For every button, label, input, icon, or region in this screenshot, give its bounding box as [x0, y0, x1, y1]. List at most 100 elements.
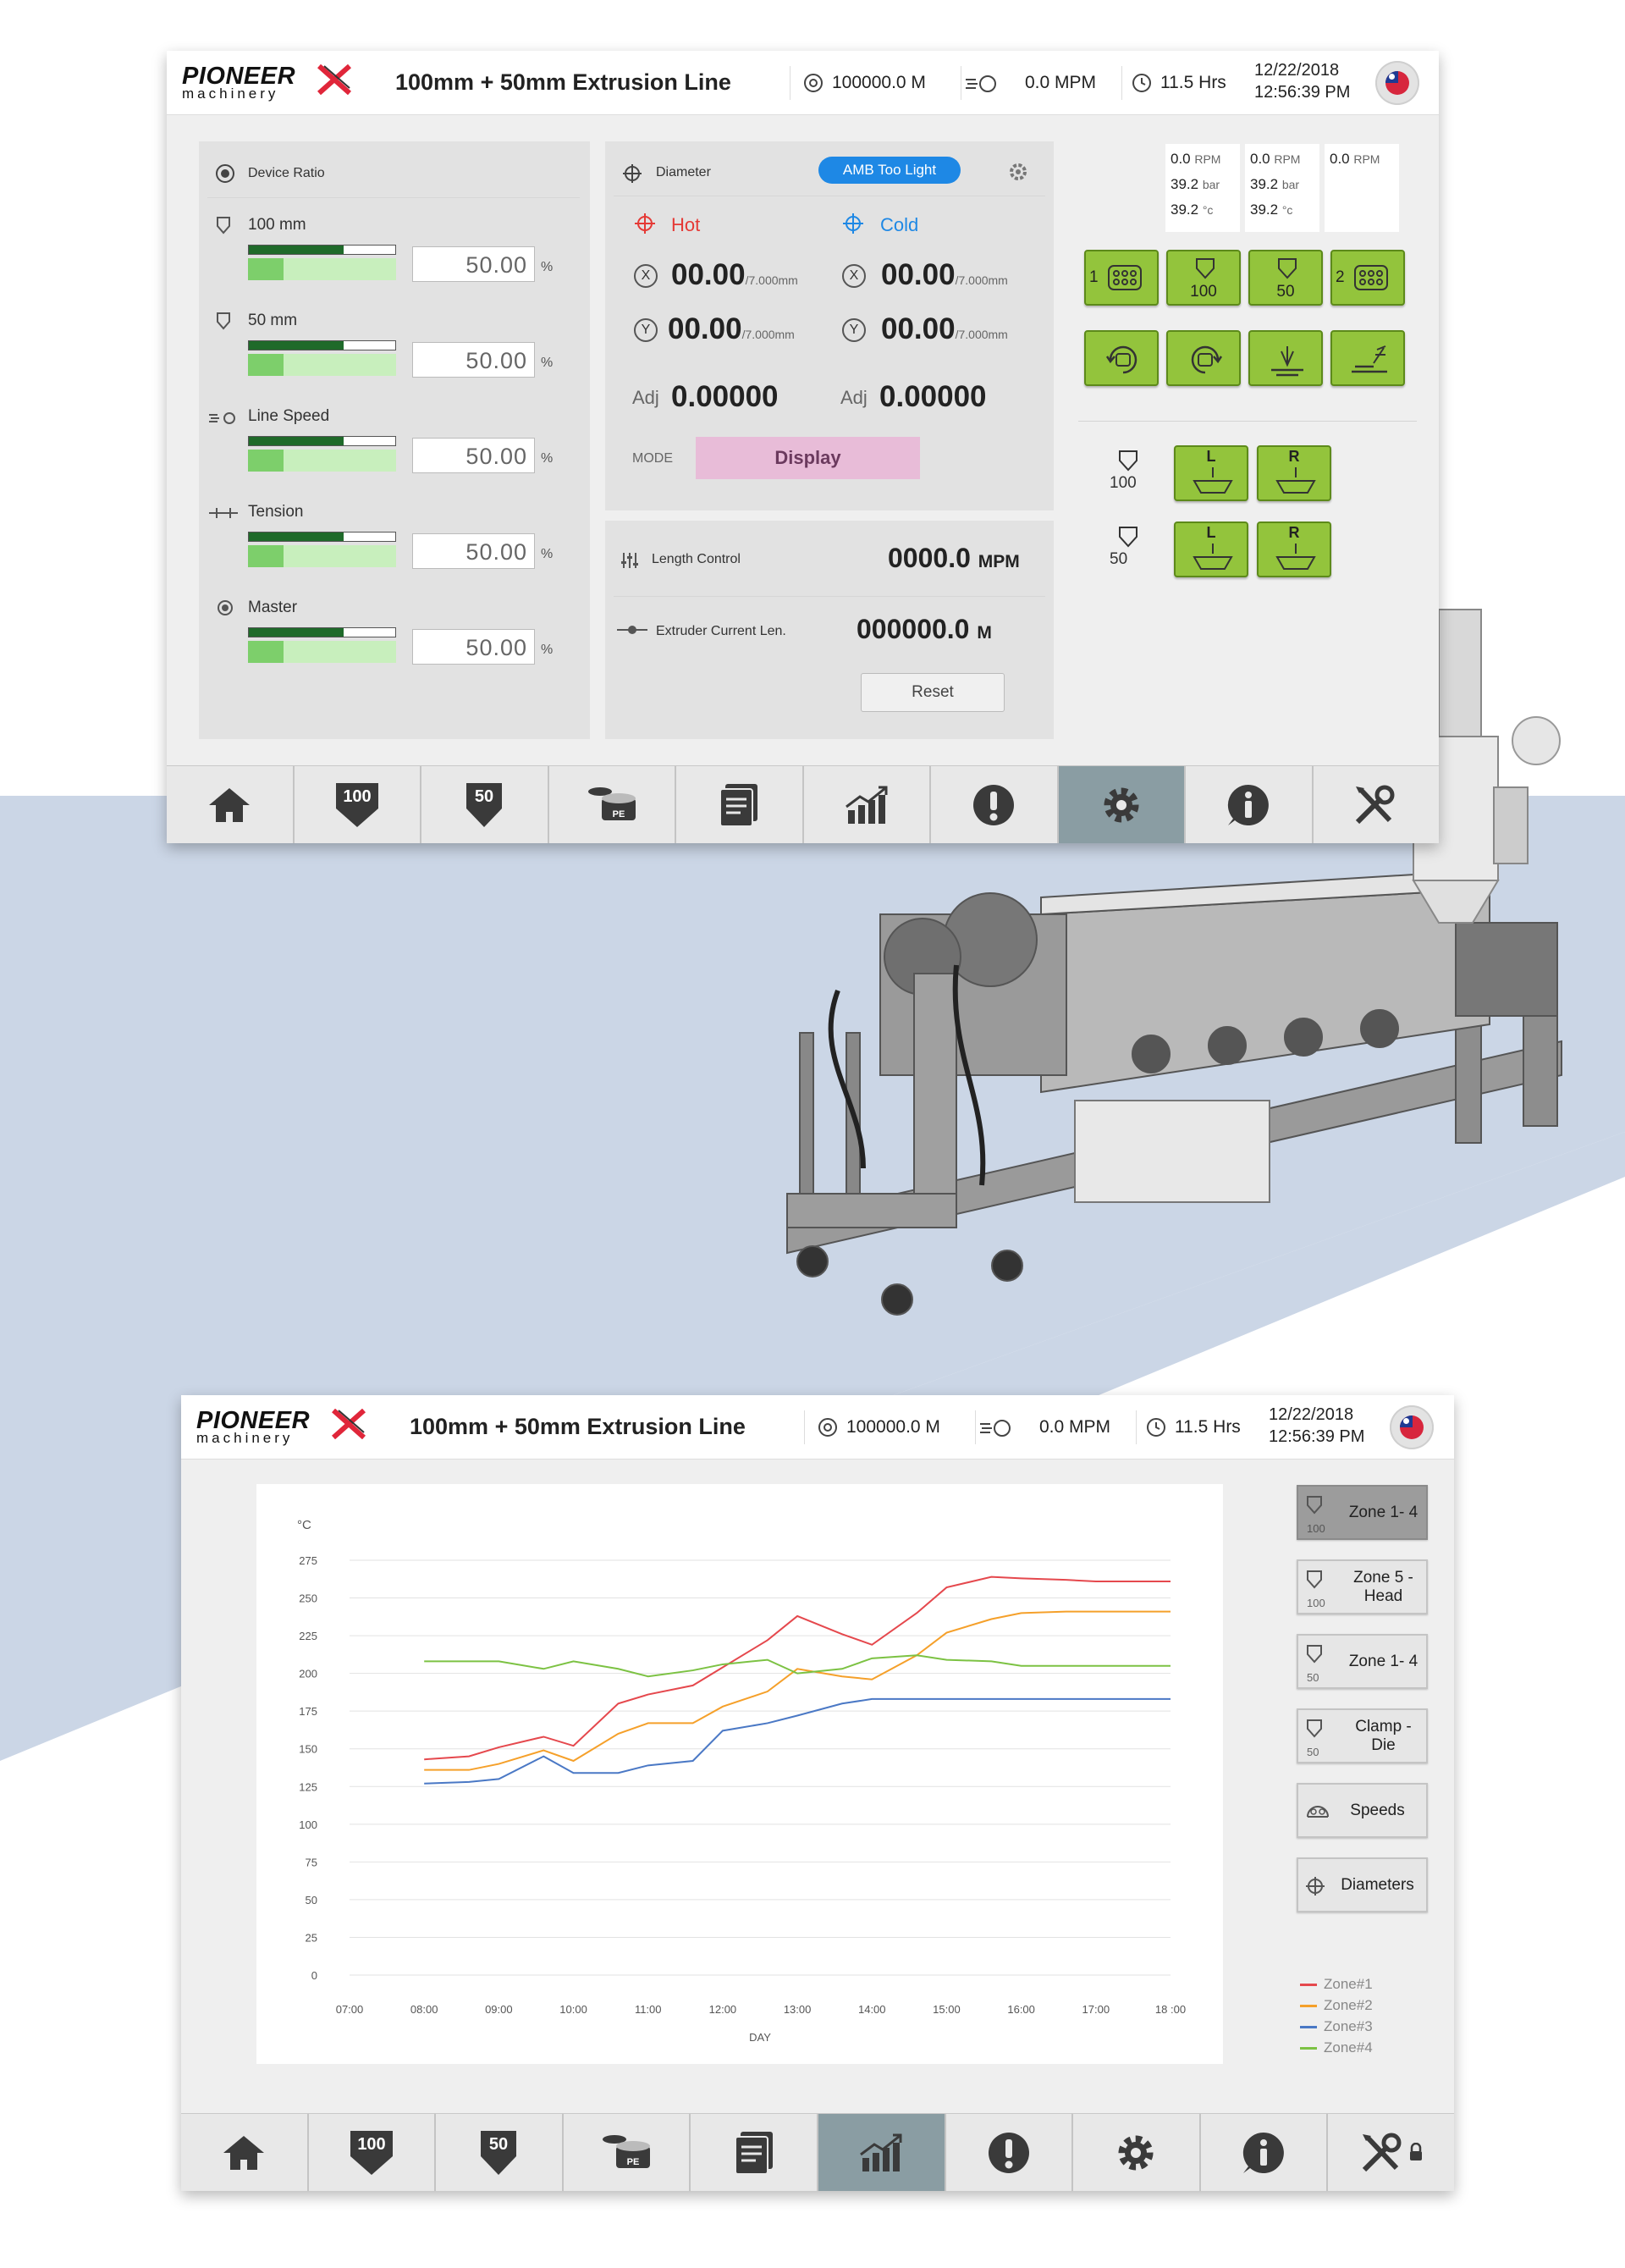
rpm-readout: 0.0 RPM: [1330, 151, 1380, 167]
nav-alarms[interactable]: [931, 766, 1059, 843]
bottom-nav: 100 50 PE: [181, 2113, 1454, 2191]
nav-settings[interactable]: [1058, 766, 1186, 843]
nav-tools[interactable]: [1314, 766, 1440, 843]
ratio-line-speed-input[interactable]: 50.00: [412, 438, 535, 473]
hopper-icon: [1116, 449, 1140, 477]
home-icon: [206, 785, 253, 825]
control-button-1[interactable]: 1: [1084, 250, 1159, 306]
ratio-line-speed-unit: %: [541, 451, 554, 466]
hot-y-tolerance: /7.000mm: [741, 328, 795, 341]
header-divider: [804, 1410, 805, 1444]
function-button-2[interactable]: [1166, 330, 1241, 386]
control-button-2[interactable]: 100: [1166, 250, 1241, 306]
control-panel-screen: PIONEER machinery 100mm + 50mm Extrusion…: [167, 51, 1439, 843]
function-button-3[interactable]: [1248, 330, 1323, 386]
extruder-icon: [216, 312, 231, 334]
svg-text:50: 50: [475, 787, 493, 806]
clamp-die-50-button[interactable]: Clamp - Die 50: [1297, 1708, 1428, 1763]
haul-label: R: [1288, 448, 1300, 465]
series-line-zone-4: [424, 1654, 1171, 1678]
cold-adj-value[interactable]: 0.00000: [879, 380, 987, 413]
nav-pe[interactable]: PE: [549, 766, 676, 843]
chart-svg: °C 0 25 50 75 100 125 150 175 200 225 250 275 07:00 08…: [297, 1518, 1186, 2044]
nav-reports[interactable]: [676, 766, 804, 843]
diameters-button[interactable]: Diameters: [1297, 1857, 1428, 1912]
rpm-readout: 0.0 RPM: [1171, 151, 1221, 167]
ratio-100mm-bar: [248, 245, 396, 280]
nav-reports[interactable]: [691, 2114, 818, 2191]
nav-settings[interactable]: [1073, 2114, 1201, 2191]
zone-1-4-50-button[interactable]: Zone 1- 4 50: [1297, 1634, 1428, 1689]
haul-off-icon: [1270, 538, 1321, 577]
x-tick-label: 12:00: [709, 2003, 737, 2016]
nav-home[interactable]: [181, 2114, 309, 2191]
nav-info[interactable]: [1186, 766, 1314, 843]
nav-extruder-50[interactable]: 50: [436, 2114, 564, 2191]
zone-button-sub: 50: [1307, 1746, 1319, 1758]
language-flag-button[interactable]: [1375, 61, 1419, 105]
speeds-button[interactable]: Speeds: [1297, 1783, 1428, 1838]
control-button-3[interactable]: 50: [1248, 250, 1323, 306]
line-speed-stat: 0.0 MPM: [964, 73, 1096, 93]
mode-label: MODE: [632, 451, 673, 466]
mode-display-button[interactable]: Display: [696, 437, 920, 479]
nav-alarms[interactable]: [946, 2114, 1074, 2191]
divider: [614, 596, 1045, 597]
rpm-readout: 0.0 RPM: [1250, 151, 1301, 167]
settings-icon: [1114, 2131, 1158, 2175]
y-tick-label: 100: [299, 1818, 317, 1831]
nav-extruder-50[interactable]: 50: [421, 766, 549, 843]
legend-item: Zone#2: [1300, 1997, 1373, 2014]
hot-adj-value[interactable]: 0.00000: [671, 380, 779, 413]
ratio-line-speed-label: Line Speed: [248, 407, 330, 425]
nav-trends[interactable]: [818, 2114, 946, 2191]
x-axis-icon: X: [634, 264, 658, 288]
indicator-2: 0.0 RPM 39.2 bar 39.2 °c: [1245, 144, 1319, 232]
nav-home[interactable]: [167, 766, 295, 843]
language-flag-button[interactable]: [1390, 1405, 1434, 1449]
ratio-50mm-input[interactable]: 50.00: [412, 342, 535, 378]
nav-info[interactable]: [1201, 2114, 1329, 2191]
total-length-value: 100000.0 M: [832, 73, 926, 92]
hopper-icon: [1116, 525, 1140, 553]
haul-50-right-button[interactable]: R: [1257, 521, 1331, 577]
ratio-master-input[interactable]: 50.00: [412, 629, 535, 665]
indicator-3: 0.0 RPM: [1325, 144, 1399, 232]
length-control-value[interactable]: 0000.0: [888, 543, 971, 573]
nav-trends[interactable]: [804, 766, 931, 843]
device-ratio-title: Device Ratio: [248, 166, 325, 180]
haul-100-left-button[interactable]: L: [1174, 445, 1248, 501]
zone-5-head-100-button[interactable]: Zone 5 - Head 100: [1297, 1559, 1428, 1614]
gear-icon[interactable]: [1006, 160, 1030, 184]
divider: [207, 197, 580, 198]
y-tick-label: 275: [299, 1554, 317, 1567]
nav-tools[interactable]: [1328, 2114, 1454, 2191]
hot-y-value: 00.00: [668, 312, 742, 345]
ratio-tension-label: Tension: [248, 503, 304, 521]
legend-label: Zone#1: [1324, 1976, 1373, 1992]
hot-x-value: 00.00: [671, 258, 746, 291]
extruder-length-icon: [617, 626, 647, 634]
temperature-readout: 39.2 °c: [1250, 201, 1293, 218]
function-button-1[interactable]: [1084, 330, 1159, 386]
zone-1-4-100-button[interactable]: Zone 1- 4 100: [1297, 1485, 1428, 1540]
reset-button[interactable]: Reset: [861, 673, 1005, 712]
nav-extruder-100[interactable]: 100: [295, 766, 421, 843]
haul-label: L: [1206, 524, 1216, 541]
function-button-4[interactable]: [1330, 330, 1405, 386]
control-button-4[interactable]: 2: [1330, 250, 1405, 306]
haul-100-right-button[interactable]: R: [1257, 445, 1331, 501]
ratio-tension-input[interactable]: 50.00: [412, 533, 535, 569]
ratio-100mm-input[interactable]: 50.00: [412, 246, 535, 282]
legend-label: Zone#2: [1324, 1997, 1373, 2013]
haul-50-left-button[interactable]: L: [1174, 521, 1248, 577]
legend-item: Zone#4: [1300, 2039, 1373, 2056]
series-line-zone-1: [424, 1575, 1171, 1761]
ratio-50mm-bar: [248, 340, 396, 376]
tension-icon: [209, 506, 238, 524]
screw-number: 2: [1336, 268, 1345, 286]
nav-extruder-100[interactable]: 100: [309, 2114, 437, 2191]
length-control-panel: Length Control 0000.0 MPM Extruder Curre…: [605, 521, 1054, 739]
nav-pe[interactable]: PE: [564, 2114, 691, 2191]
brand-logo: PIONEER machinery: [182, 63, 351, 105]
